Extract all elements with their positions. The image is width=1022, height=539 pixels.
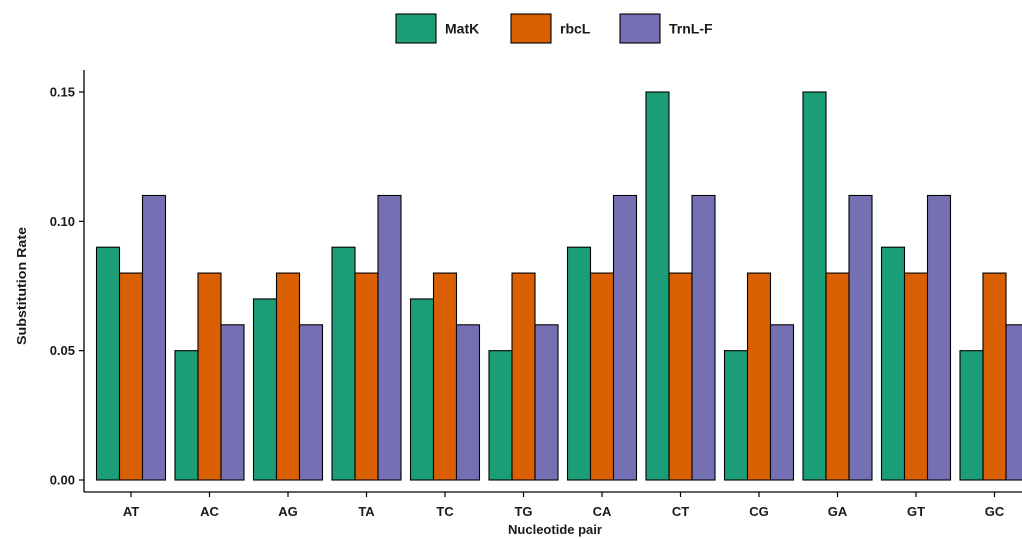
bar-rbcl-tg xyxy=(511,272,536,481)
x-tick-label: AG xyxy=(278,504,298,519)
y-tick-label: 0.15 xyxy=(50,85,75,100)
bar-trnl-f-gc xyxy=(1005,324,1022,481)
bar-trnl-f-at xyxy=(141,194,167,481)
bar-matk-tc xyxy=(409,298,435,481)
x-tick-label: TC xyxy=(436,504,454,519)
bar-trnl-f-gt xyxy=(926,194,952,481)
legend-key-rbcl xyxy=(510,13,552,44)
bar-matk-ca xyxy=(566,246,592,481)
bar-rbcl-gt xyxy=(903,272,929,481)
bar-rbcl-tc xyxy=(432,272,458,481)
bar-matk-gc xyxy=(959,350,984,481)
bar-trnl-f-ga xyxy=(848,194,873,481)
bar-trnl-f-ac xyxy=(220,324,245,481)
bar-rbcl-ca xyxy=(589,272,615,481)
y-ticks: 0.00 0.05 0.10 0.15 xyxy=(50,85,84,488)
bar-matk-ga xyxy=(802,91,827,481)
x-tick-label: TA xyxy=(358,504,375,519)
legend-label-rbcl: rbcL xyxy=(560,21,591,37)
bar-trnl-f-ag xyxy=(298,324,324,481)
legend-label-matk: MatK xyxy=(445,21,479,37)
bar-matk-cg xyxy=(723,350,749,481)
bar-rbcl-ga xyxy=(825,272,850,481)
x-tick-label: GA xyxy=(828,504,848,519)
x-tick-label: AT xyxy=(123,504,139,519)
legend: MatK rbcL TrnL-F xyxy=(395,13,713,44)
bar-rbcl-cg xyxy=(746,272,772,481)
bar-trnl-f-ct xyxy=(691,194,716,481)
bar-matk-gt xyxy=(880,246,906,481)
bar-rbcl-ta xyxy=(354,272,379,481)
y-tick-label: 0.00 xyxy=(50,473,75,488)
legend-key-matk xyxy=(395,13,437,44)
bar-trnl-f-tc xyxy=(455,324,481,481)
x-tick-label: AC xyxy=(200,504,219,519)
y-tick-label: 0.10 xyxy=(50,214,75,229)
x-tick-label: GT xyxy=(907,504,925,519)
bar-matk-ac xyxy=(174,350,199,481)
x-tick-label: CA xyxy=(593,504,612,519)
bar-trnl-f-tg xyxy=(534,324,559,481)
bar-matk-at xyxy=(95,246,121,481)
x-tick-label: CT xyxy=(672,504,689,519)
bar-matk-ta xyxy=(331,246,356,481)
x-tick-label: GC xyxy=(985,504,1005,519)
bar-rbcl-at xyxy=(118,272,144,481)
bar-matk-ct xyxy=(645,91,670,481)
y-axis-title: Substitution Rate xyxy=(14,227,29,345)
bar-rbcl-gc xyxy=(982,272,1007,481)
bar-rbcl-ac xyxy=(197,272,222,481)
x-ticks: AT AC AG TA TC TG CA CT CG GA GT GC xyxy=(123,492,1005,519)
x-tick-label: TG xyxy=(514,504,532,519)
bar-rbcl-ct xyxy=(668,272,693,481)
legend-key-trnl-f xyxy=(619,13,661,44)
bar-trnl-f-cg xyxy=(769,324,795,481)
bar-trnl-f-ta xyxy=(377,194,402,481)
legend-label-trnl-f: TrnL-F xyxy=(669,21,713,37)
bar-trnl-f-ca xyxy=(612,194,638,481)
bar-matk-ag xyxy=(252,298,278,481)
x-tick-label: CG xyxy=(749,504,769,519)
y-tick-label: 0.05 xyxy=(50,343,75,358)
bar-matk-tg xyxy=(488,350,513,481)
bar-rbcl-ag xyxy=(275,272,301,481)
x-axis-title: Nucleotide pair xyxy=(508,522,602,537)
bars-group xyxy=(95,91,1022,481)
